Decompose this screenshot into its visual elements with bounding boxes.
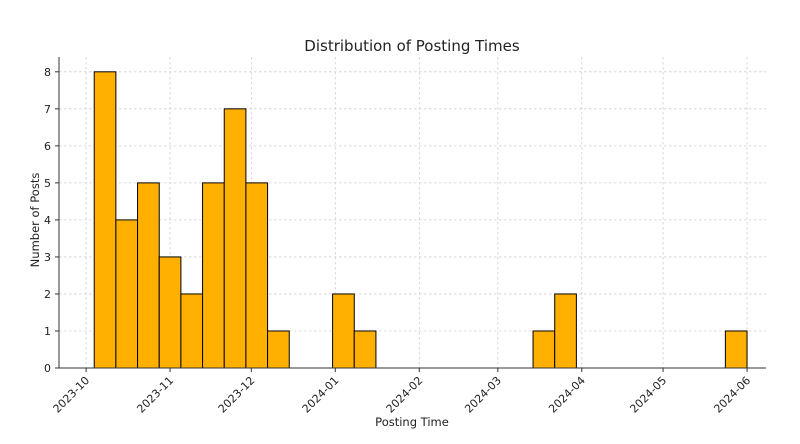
bars-layer bbox=[93, 71, 748, 369]
x-tick-label: 2024-02 bbox=[384, 374, 426, 416]
histogram-bar bbox=[245, 182, 269, 369]
chart-title: Distribution of Posting Times bbox=[304, 37, 520, 55]
x-tick-label: 2024-04 bbox=[546, 374, 588, 416]
y-tick-label: 3 bbox=[44, 251, 51, 264]
histogram-bar bbox=[115, 219, 139, 369]
y-tick-label: 4 bbox=[44, 214, 51, 227]
histogram-bar bbox=[724, 330, 748, 369]
y-tick-label: 0 bbox=[44, 362, 51, 375]
histogram-bar bbox=[267, 330, 290, 369]
y-tick-label: 7 bbox=[44, 103, 51, 116]
histogram-bar bbox=[93, 71, 117, 369]
y-tick-label: 6 bbox=[44, 140, 51, 153]
histogram-bar bbox=[554, 293, 577, 369]
histogram-bar bbox=[532, 330, 556, 369]
x-axis-label: Posting Time bbox=[375, 415, 449, 429]
histogram-bar bbox=[158, 256, 182, 369]
x-tick-label: 2023-10 bbox=[51, 374, 93, 416]
x-tick-label: 2023-12 bbox=[216, 374, 258, 416]
histogram-bar bbox=[137, 182, 160, 369]
histogram-bar bbox=[332, 293, 355, 369]
y-tick-label: 2 bbox=[44, 288, 51, 301]
x-tick-label: 2024-05 bbox=[627, 374, 669, 416]
x-tick-label: 2023-11 bbox=[134, 374, 176, 416]
y-tick-label: 8 bbox=[44, 66, 51, 79]
histogram-bar bbox=[202, 182, 225, 369]
histogram-bar bbox=[180, 293, 204, 369]
y-axis-label: Number of Posts bbox=[28, 173, 42, 268]
x-tick-label: 2024-03 bbox=[462, 374, 504, 416]
grid-layer bbox=[59, 57, 766, 369]
x-tick-label: 2024-06 bbox=[711, 374, 753, 416]
y-tick-label: 1 bbox=[44, 325, 51, 338]
histogram-bar bbox=[353, 330, 377, 369]
y-tick-label: 5 bbox=[44, 177, 51, 190]
x-tick-label: 2024-01 bbox=[300, 374, 342, 416]
histogram-bar bbox=[223, 108, 247, 369]
